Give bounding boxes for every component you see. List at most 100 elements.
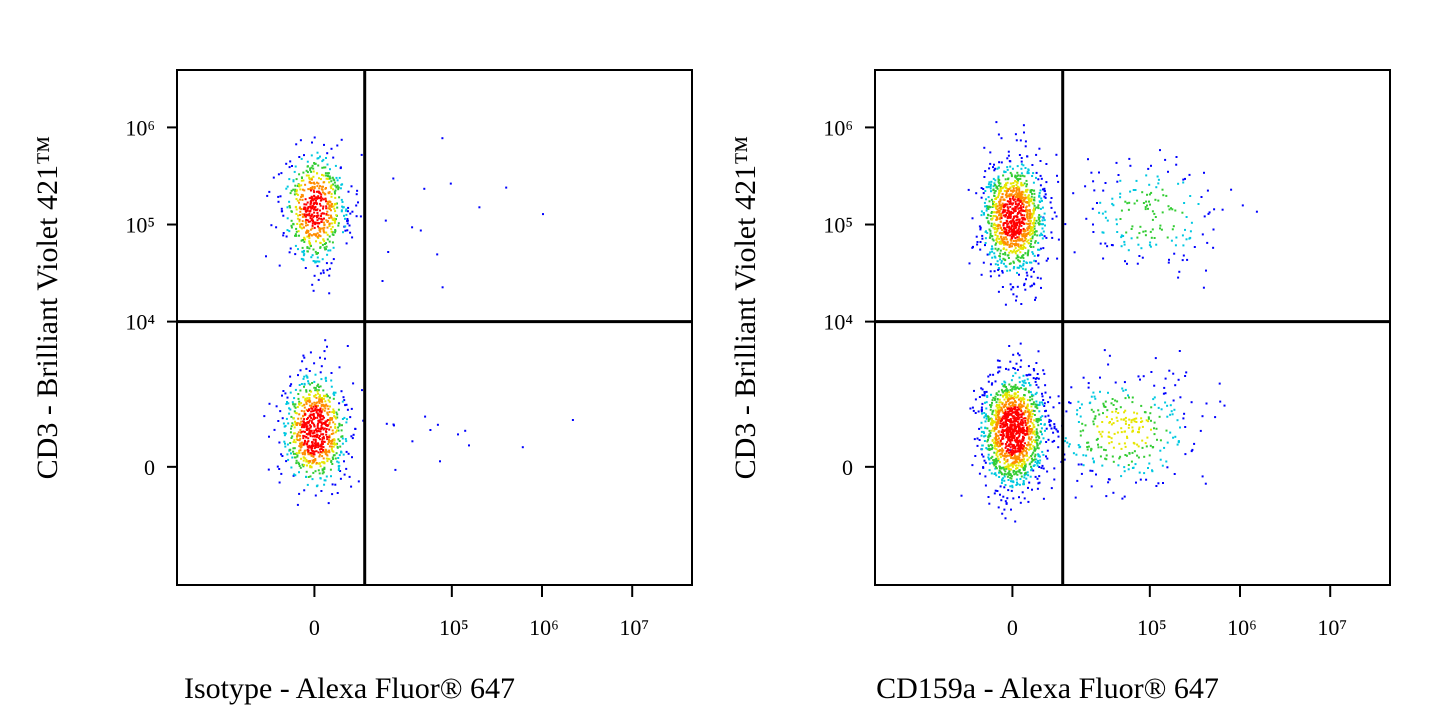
event-dot bbox=[315, 234, 317, 237]
event-dot bbox=[1031, 422, 1034, 425]
event-dot bbox=[1005, 473, 1008, 476]
event-dot bbox=[987, 220, 990, 223]
event-dot bbox=[317, 404, 319, 407]
event-dot bbox=[1179, 426, 1181, 429]
event-dot bbox=[314, 434, 317, 437]
event-dot bbox=[1008, 403, 1011, 406]
event-dot bbox=[1005, 184, 1008, 187]
event-dot bbox=[1055, 153, 1058, 156]
event-dot bbox=[293, 410, 296, 413]
event-dot bbox=[1136, 199, 1139, 202]
event-dot bbox=[1241, 204, 1244, 207]
event-dot bbox=[1090, 395, 1093, 398]
event-dot bbox=[326, 405, 329, 408]
event-dot bbox=[301, 194, 304, 197]
event-dot bbox=[318, 177, 320, 180]
event-dot bbox=[1009, 262, 1012, 265]
event-dot bbox=[992, 427, 994, 430]
event-dot bbox=[1031, 237, 1034, 240]
event-dot bbox=[1126, 262, 1128, 265]
event-dot bbox=[335, 214, 338, 217]
event-dot bbox=[1039, 459, 1042, 462]
event-dot bbox=[423, 187, 426, 190]
event-dot bbox=[1032, 245, 1035, 248]
event-dot bbox=[345, 450, 348, 453]
event-dot bbox=[1136, 454, 1139, 457]
event-dot bbox=[318, 260, 321, 263]
event-dot bbox=[1137, 445, 1140, 448]
event-dot bbox=[332, 432, 335, 435]
event-dot bbox=[1011, 465, 1014, 468]
event-dot bbox=[275, 405, 278, 408]
event-dot bbox=[298, 384, 301, 386]
event-dot bbox=[996, 443, 999, 446]
event-dot bbox=[311, 452, 314, 455]
event-dot bbox=[314, 201, 317, 204]
event-dot bbox=[1041, 237, 1044, 240]
event-dot bbox=[325, 379, 328, 382]
event-dot bbox=[1011, 197, 1014, 200]
event-dot bbox=[1038, 234, 1041, 237]
event-dot bbox=[320, 418, 323, 421]
event-dot bbox=[997, 430, 1000, 433]
event-dot bbox=[996, 205, 999, 208]
event-dot bbox=[979, 228, 982, 231]
event-dot bbox=[998, 184, 1000, 187]
event-dot bbox=[1023, 458, 1025, 461]
event-dot bbox=[1008, 246, 1011, 248]
event-dot bbox=[333, 190, 336, 193]
event-dot bbox=[320, 398, 323, 401]
event-dot bbox=[1093, 395, 1096, 398]
event-dot bbox=[1153, 403, 1156, 406]
event-dot bbox=[980, 273, 983, 276]
event-dot bbox=[304, 183, 307, 186]
event-dot bbox=[992, 459, 995, 462]
event-dot bbox=[1023, 454, 1026, 457]
event-dot bbox=[334, 231, 336, 234]
event-dot bbox=[297, 431, 300, 434]
event-dot bbox=[1041, 199, 1043, 202]
event-dot bbox=[290, 415, 293, 418]
event-dot bbox=[1057, 180, 1060, 183]
event-dot bbox=[1156, 438, 1158, 441]
event-dot bbox=[1022, 191, 1025, 194]
event-dot bbox=[332, 246, 335, 249]
event-dot bbox=[991, 413, 994, 416]
event-dot bbox=[993, 215, 996, 218]
event-dot bbox=[1012, 424, 1015, 427]
event-dot bbox=[1006, 424, 1009, 427]
event-dot bbox=[1017, 221, 1020, 224]
event-dot bbox=[994, 443, 997, 446]
event-dot bbox=[1025, 185, 1028, 188]
event-dot bbox=[1004, 470, 1007, 473]
event-dot bbox=[996, 225, 999, 227]
event-dot bbox=[1002, 253, 1005, 256]
event-dot bbox=[1020, 233, 1023, 236]
event-dot bbox=[1165, 429, 1168, 432]
event-dot bbox=[1035, 171, 1038, 174]
event-dot bbox=[1007, 215, 1010, 218]
event-dot bbox=[330, 440, 333, 442]
event-dot bbox=[1035, 458, 1038, 461]
event-dot bbox=[1016, 229, 1019, 232]
event-dot bbox=[392, 177, 395, 180]
event-dot bbox=[1049, 419, 1052, 422]
event-dot bbox=[326, 269, 329, 272]
event-dot bbox=[1035, 400, 1038, 403]
event-dot bbox=[1020, 157, 1023, 159]
event-dot bbox=[1022, 184, 1025, 187]
event-dot bbox=[1022, 445, 1025, 448]
event-dot bbox=[1033, 196, 1036, 199]
event-dot bbox=[330, 180, 333, 183]
event-dot bbox=[994, 472, 997, 475]
event-dot bbox=[995, 207, 997, 210]
event-dot bbox=[1031, 267, 1034, 270]
event-dot bbox=[299, 214, 301, 216]
event-dot bbox=[1000, 213, 1003, 215]
event-dot bbox=[319, 209, 321, 212]
event-dot bbox=[1123, 381, 1126, 384]
event-dot bbox=[1120, 245, 1123, 248]
event-dot bbox=[317, 422, 319, 425]
event-dot bbox=[313, 187, 316, 190]
event-dot bbox=[297, 230, 300, 233]
